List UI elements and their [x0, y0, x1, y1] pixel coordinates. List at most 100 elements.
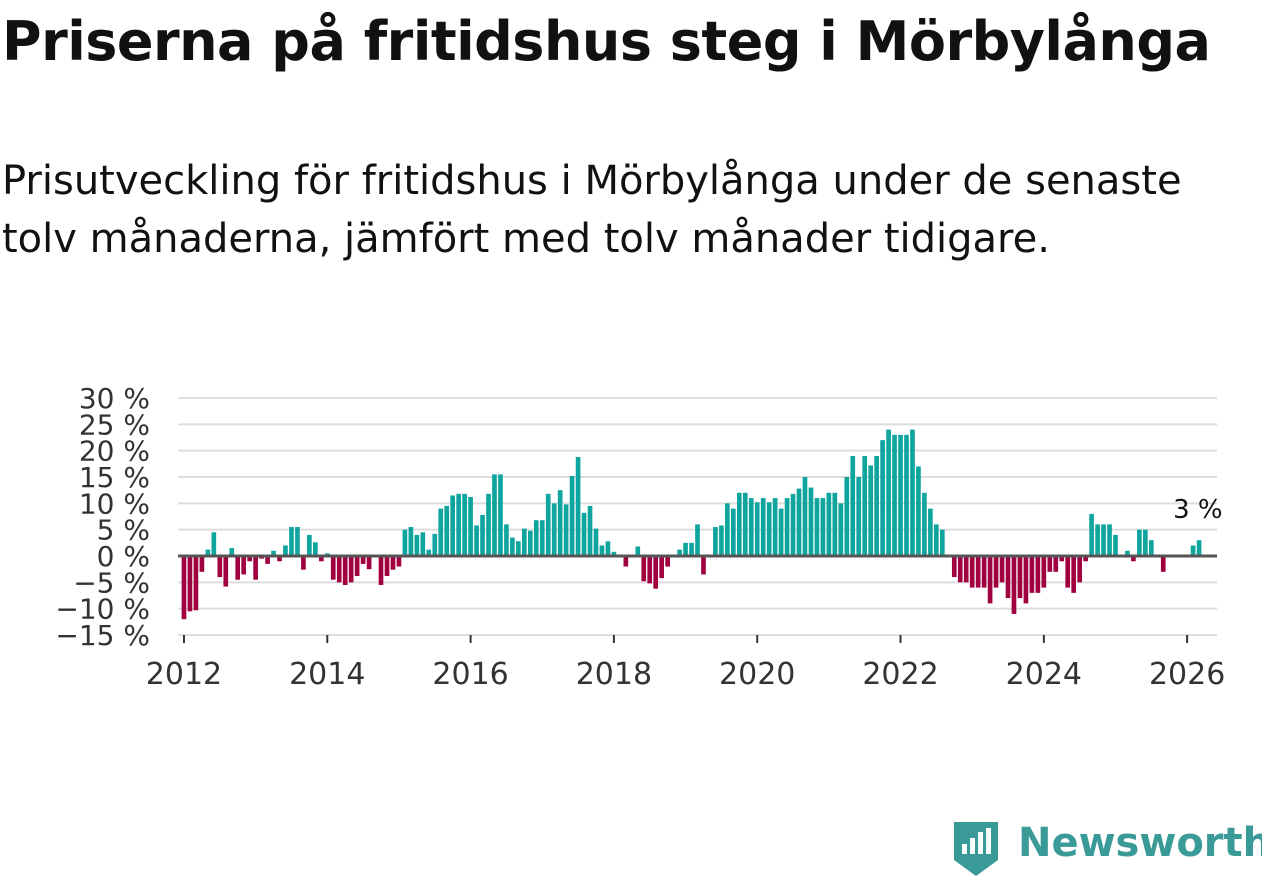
bar [265, 556, 270, 564]
bar [575, 456, 581, 556]
bar [498, 474, 503, 556]
bar [1095, 524, 1100, 556]
bar [951, 556, 957, 578]
bar [295, 527, 300, 556]
bar [468, 497, 473, 556]
y-tick-label: 10 % [79, 487, 150, 520]
bar [1196, 540, 1202, 556]
bar [480, 514, 485, 556]
bar [390, 556, 396, 570]
bar [731, 508, 736, 556]
bar [1148, 540, 1154, 556]
bar [856, 477, 862, 556]
bar [1107, 524, 1112, 556]
bar [832, 492, 838, 556]
bar [193, 556, 199, 611]
bar [1059, 556, 1065, 562]
bar [1053, 556, 1059, 572]
bar [253, 556, 258, 580]
bar [1125, 550, 1130, 556]
bar [510, 537, 515, 556]
grid-lines [178, 397, 1217, 636]
bars [181, 429, 1202, 620]
x-tick-label: 2024 [1006, 657, 1082, 692]
bar [563, 504, 569, 556]
bar [181, 556, 187, 620]
bar [1011, 556, 1017, 614]
bar [587, 505, 593, 556]
bar [898, 434, 903, 556]
bar [241, 556, 247, 575]
bar [354, 556, 360, 577]
bar [1131, 556, 1136, 562]
bar [653, 556, 659, 589]
bar [1017, 556, 1023, 599]
bar [778, 508, 784, 556]
bar [635, 546, 641, 556]
bar [516, 541, 521, 556]
bar [366, 556, 372, 570]
bar [289, 527, 294, 556]
bar [1041, 556, 1047, 588]
x-tick-label: 2018 [576, 657, 652, 692]
bar [826, 492, 832, 556]
bar [892, 434, 897, 556]
bar [969, 556, 975, 588]
y-tick-label: −15 % [55, 619, 150, 652]
chart-title: Priserna på fritidshus steg i Mörbylånga [2, 10, 1211, 73]
bar [247, 556, 252, 562]
bar [939, 529, 945, 556]
bar [886, 429, 891, 556]
bar [492, 474, 497, 556]
bar [450, 495, 456, 556]
bar [1137, 529, 1142, 556]
bar [748, 498, 754, 556]
bar [677, 549, 682, 556]
bar [790, 493, 796, 556]
bar [283, 545, 288, 556]
bar [922, 492, 927, 556]
bar [862, 455, 868, 556]
bar [904, 434, 909, 556]
bar [647, 556, 653, 584]
x-tick-label: 2026 [1149, 657, 1225, 692]
bar [533, 520, 539, 556]
bar [623, 556, 629, 567]
bar [754, 502, 760, 556]
bar [725, 503, 730, 556]
bar [199, 556, 205, 572]
bar [695, 524, 700, 556]
newsworthy-logo-icon [954, 822, 998, 876]
bar [599, 545, 605, 556]
bar [910, 429, 915, 556]
bar [330, 556, 336, 580]
y-tick-label: 5 % [97, 514, 150, 547]
bar [557, 490, 563, 556]
bar [462, 493, 467, 556]
bar [301, 556, 306, 570]
bar [581, 512, 587, 556]
bar [551, 503, 557, 556]
bar [229, 548, 235, 556]
bar [719, 525, 724, 556]
bar [235, 556, 241, 580]
x-tick-label: 2016 [432, 657, 508, 692]
bar [342, 556, 348, 585]
bar [820, 498, 826, 556]
bar [539, 520, 545, 556]
bar [796, 488, 802, 556]
y-tick-label: 15 % [79, 461, 150, 494]
bar [1047, 556, 1053, 572]
bar [336, 556, 342, 583]
bar [444, 505, 450, 556]
bar [1083, 556, 1088, 562]
newsworthy-logo: Newsworthy [950, 818, 1262, 878]
bar [868, 465, 873, 556]
bar [211, 532, 217, 556]
bar [1089, 513, 1094, 556]
bar [880, 440, 885, 556]
bar [271, 550, 276, 556]
bar [486, 493, 491, 556]
annotations: 3 % [1173, 495, 1223, 525]
bar [814, 498, 820, 556]
